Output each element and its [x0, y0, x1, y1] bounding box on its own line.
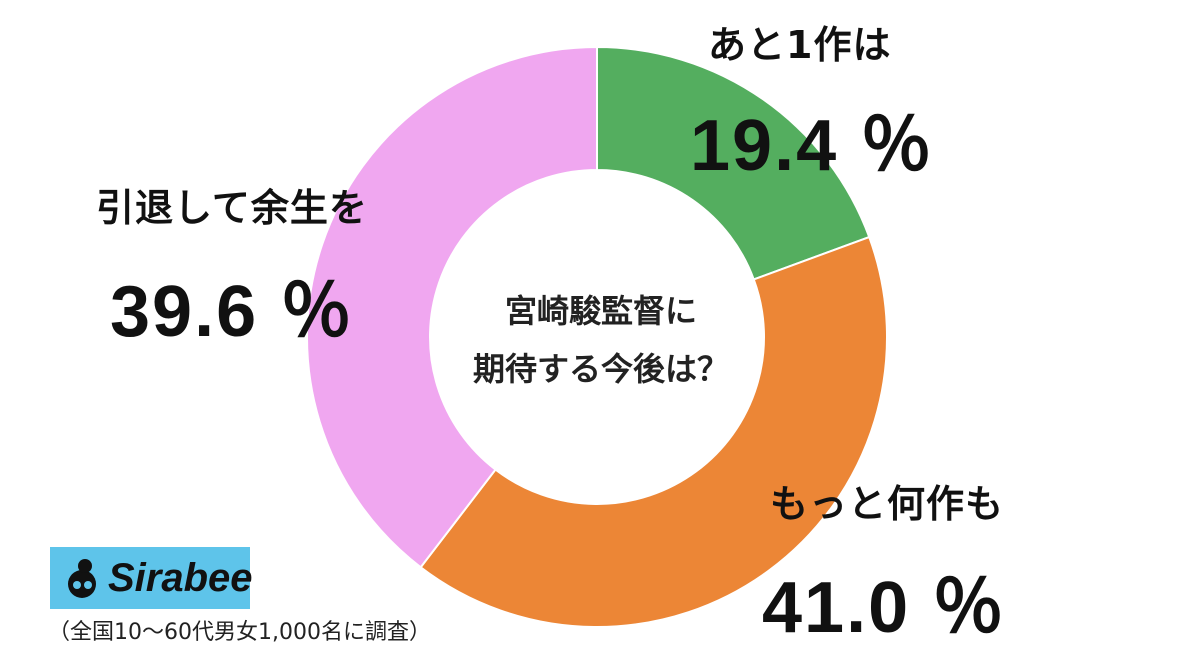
- slice-one-more: [596, 45, 871, 281]
- slice-retire: [306, 45, 598, 569]
- sirabee-logo-text: Sirabee: [108, 555, 253, 600]
- chart-title-line-1: 宮崎駿監督に: [504, 292, 697, 330]
- chart-title: 宮崎駿監督に 期待する今後は？: [470, 282, 732, 398]
- slice-value-many-more: 41.0 ％: [762, 568, 1007, 648]
- sirabee-logo: Sirabee: [50, 547, 253, 609]
- chart-title-line-2: 期待する今後は？: [472, 350, 729, 388]
- slice-value-retire: 39.6 ％: [110, 272, 355, 352]
- survey-footnote: （全国10〜60代男女1,000名に調査）: [48, 620, 431, 645]
- slice-label-retire: 引退して余生を: [96, 186, 368, 230]
- slice-label-one-more: あと1作は: [708, 23, 892, 67]
- slice-value-one-more: 19.4 ％: [690, 106, 935, 186]
- slice-many-more: [419, 235, 888, 628]
- slice-label-many-more: もっと何作も: [770, 482, 1005, 526]
- sirabee-logo-icon: [62, 556, 102, 600]
